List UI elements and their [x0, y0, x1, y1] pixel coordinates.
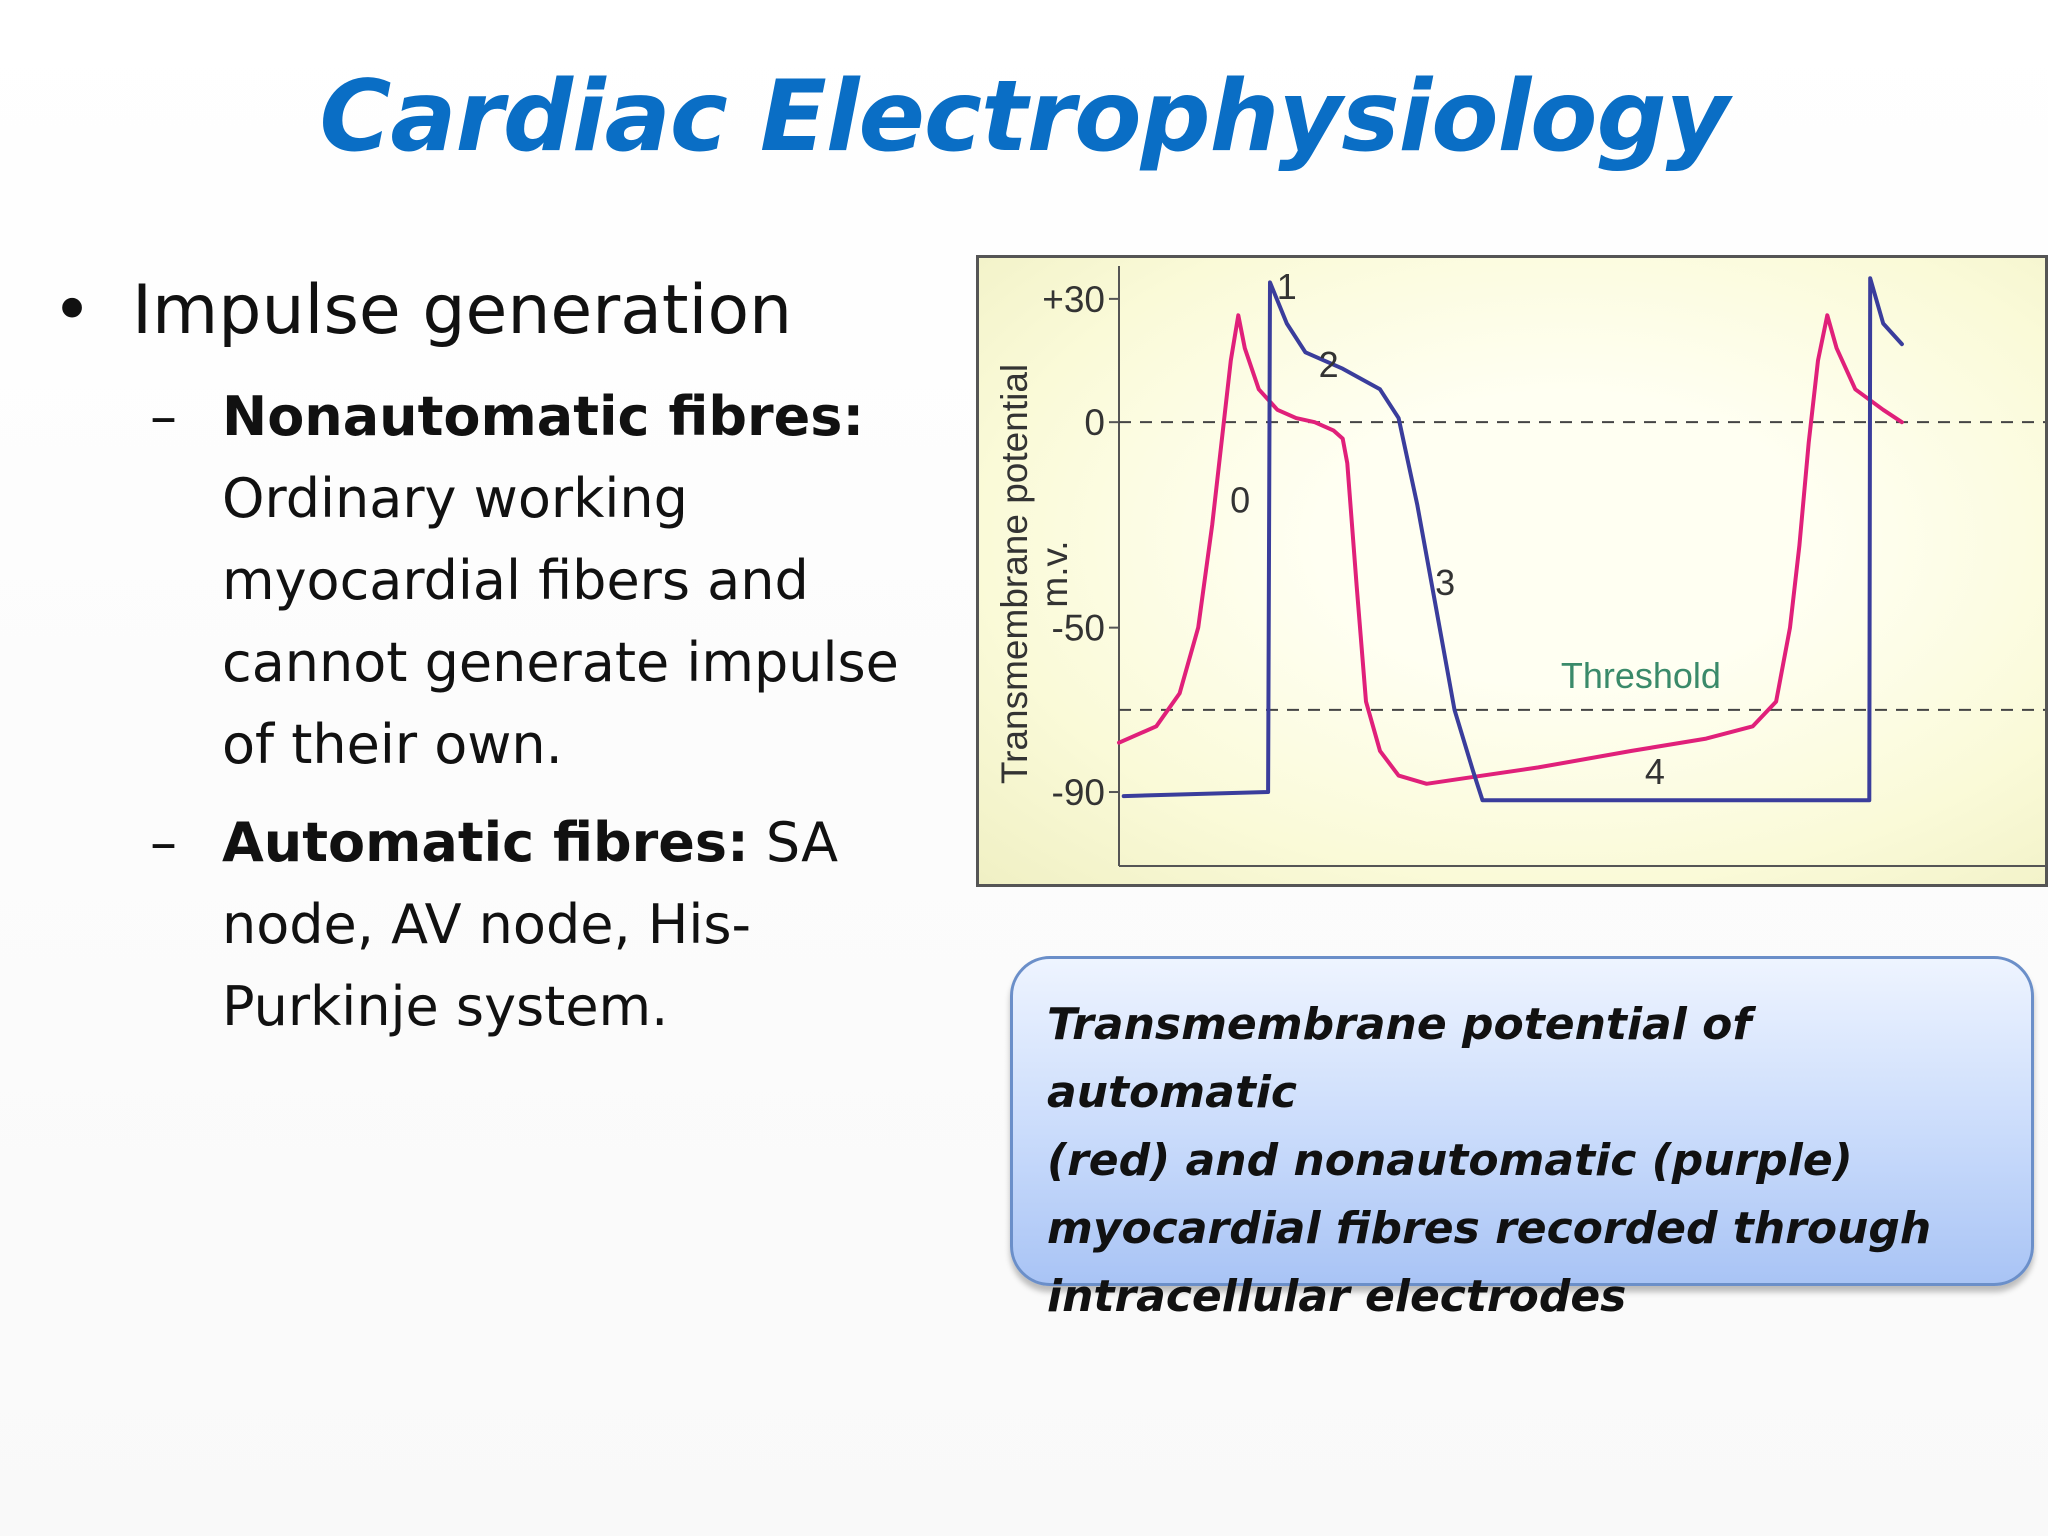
phase-label: 4: [1645, 751, 1665, 792]
y-tick-label: +30: [1042, 279, 1105, 320]
caption-line: (red) and nonautomatic (purple): [1047, 1135, 1853, 1186]
automatic-line: Purkinje system.: [222, 975, 669, 1038]
y-tick-label: -90: [1052, 772, 1105, 813]
sub-bullet-dash: –: [150, 811, 177, 874]
phase-label: 0: [1230, 480, 1250, 521]
y-tick-label: -50: [1052, 608, 1105, 649]
nonautomatic-line: Ordinary working: [222, 467, 688, 530]
phase-label: 2: [1319, 344, 1339, 385]
phase-label: 3: [1435, 562, 1455, 603]
bullet-glyph: •: [52, 271, 93, 350]
caption-line: myocardial fibres recorded through: [1047, 1203, 1932, 1254]
threshold-label: Threshold: [1561, 655, 1721, 696]
phase-label: 1: [1277, 266, 1297, 307]
nonautomatic-term: Nonautomatic fibres:: [222, 385, 865, 448]
series-line-nonautomatic: [1121, 276, 1904, 803]
bullet-impulse-generation: Impulse generation: [132, 271, 793, 350]
series-line-automatic: [1117, 313, 1904, 786]
y-axis-unit: m.v.: [1034, 540, 1075, 607]
bullet-list: • Impulse generation – Nonautomatic fibr…: [0, 0, 960, 1100]
nonautomatic-line: cannot generate impulse: [222, 631, 899, 694]
automatic-line: node, AV node, His-: [222, 893, 752, 956]
sub-bullet-dash: –: [150, 385, 177, 448]
y-tick-label: 0: [1084, 402, 1105, 443]
chart-caption: Transmembrane potential of automatic (re…: [1010, 956, 2034, 1322]
caption-line: Transmembrane potential of automatic: [1047, 999, 1752, 1118]
sub-bullet-automatic: Automatic fibres: SA node, AV node, His-…: [222, 802, 922, 1048]
sub-bullet-nonautomatic: Nonautomatic fibres: Ordinary working my…: [222, 376, 922, 786]
slide-title: Cardiac Electrophysiology: [319, 60, 1729, 174]
y-axis-label: Transmembrane potential: [994, 364, 1035, 784]
caption-line: intracellular electrodes: [1047, 1271, 1627, 1322]
chart-svg: +30 0 -50 -90 Threshold 0 12 3 4 Transmembrane…: [994, 266, 2045, 867]
automatic-line: SA: [748, 811, 839, 874]
automatic-term: Automatic fibres:: [222, 811, 749, 874]
nonautomatic-line: myocardial fibers and: [222, 549, 809, 612]
nonautomatic-line: of their own.: [222, 713, 563, 776]
